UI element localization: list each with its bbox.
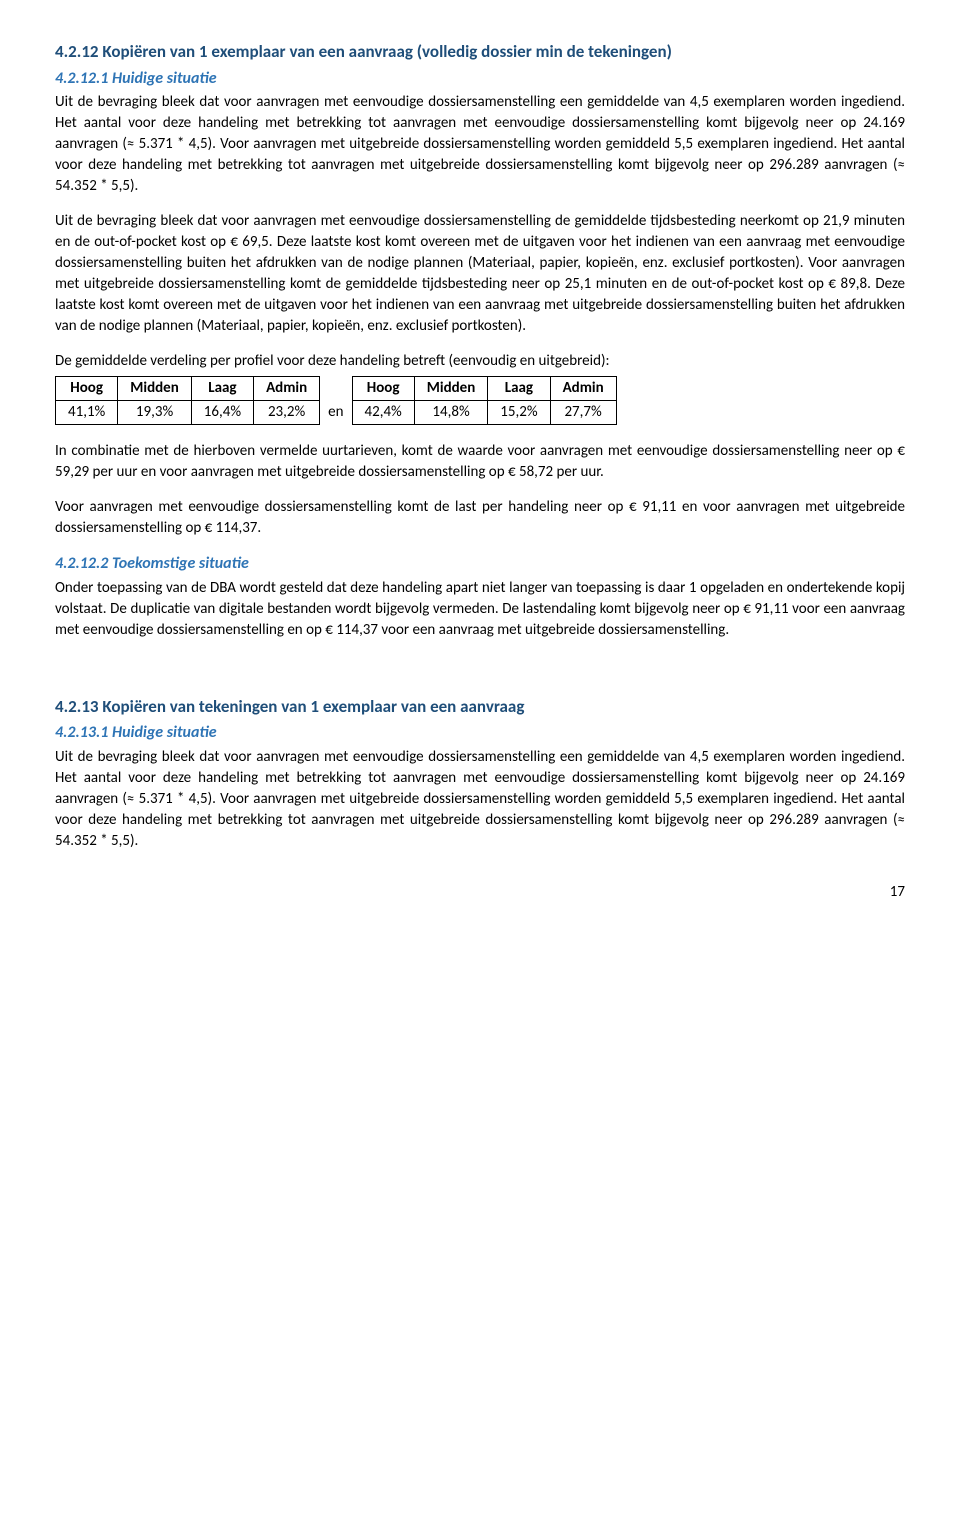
cell: 15,2% [488, 401, 550, 425]
section-4-2-12-2-heading: 4.2.12.2 Toekomstige situatie [55, 553, 905, 575]
table-row: 41,1% 19,3% 16,4% 23,2% [56, 401, 320, 425]
col-laag: Laag [488, 377, 550, 401]
section-4-2-12-1-heading: 4.2.12.1 Huidige situatie [55, 68, 905, 90]
cell: 42,4% [352, 401, 414, 425]
para-4-2-12-1-b: Uit de bevraging bleek dat voor aanvrage… [55, 211, 905, 337]
para-4-2-12-1-a: Uit de bevraging bleek dat voor aanvrage… [55, 92, 905, 197]
cell: 27,7% [550, 401, 616, 425]
section-4-2-13-heading: 4.2.13 Kopiëren van tekeningen van 1 exe… [55, 695, 905, 719]
table-row: 42,4% 14,8% 15,2% 27,7% [352, 401, 616, 425]
para-4-2-12-1-c: De gemiddelde verdeling per profiel voor… [55, 351, 905, 372]
cell: 14,8% [414, 401, 488, 425]
col-laag: Laag [191, 377, 253, 401]
col-midden: Midden [414, 377, 488, 401]
col-midden: Midden [118, 377, 192, 401]
section-4-2-13-1-heading: 4.2.13.1 Huidige situatie [55, 722, 905, 744]
section-4-2-12-heading: 4.2.12 Kopiëren van 1 exemplaar van een … [55, 40, 905, 64]
profile-table-left: Hoog Midden Laag Admin 41,1% 19,3% 16,4%… [55, 376, 320, 425]
para-4-2-12-1-d: In combinatie met de hierboven vermelde … [55, 441, 905, 483]
para-4-2-12-1-e: Voor aanvragen met eenvoudige dossiersam… [55, 497, 905, 539]
para-4-2-13-1-a: Uit de bevraging bleek dat voor aanvrage… [55, 747, 905, 852]
table-row: Hoog Midden Laag Admin [56, 377, 320, 401]
profile-table-right: Hoog Midden Laag Admin 42,4% 14,8% 15,2%… [352, 376, 617, 425]
table-row: Hoog Midden Laag Admin [352, 377, 616, 401]
col-hoog: Hoog [56, 377, 118, 401]
cell: 19,3% [118, 401, 192, 425]
connector-en: en [320, 402, 351, 425]
page-number: 17 [55, 882, 905, 903]
cell: 41,1% [56, 401, 118, 425]
cell: 23,2% [254, 401, 320, 425]
para-4-2-12-2-a: Onder toepassing van de DBA wordt gestel… [55, 578, 905, 641]
col-admin: Admin [550, 377, 616, 401]
section-spacer [55, 655, 905, 695]
profile-tables-row: Hoog Midden Laag Admin 41,1% 19,3% 16,4%… [55, 376, 905, 425]
cell: 16,4% [191, 401, 253, 425]
col-hoog: Hoog [352, 377, 414, 401]
col-admin: Admin [254, 377, 320, 401]
